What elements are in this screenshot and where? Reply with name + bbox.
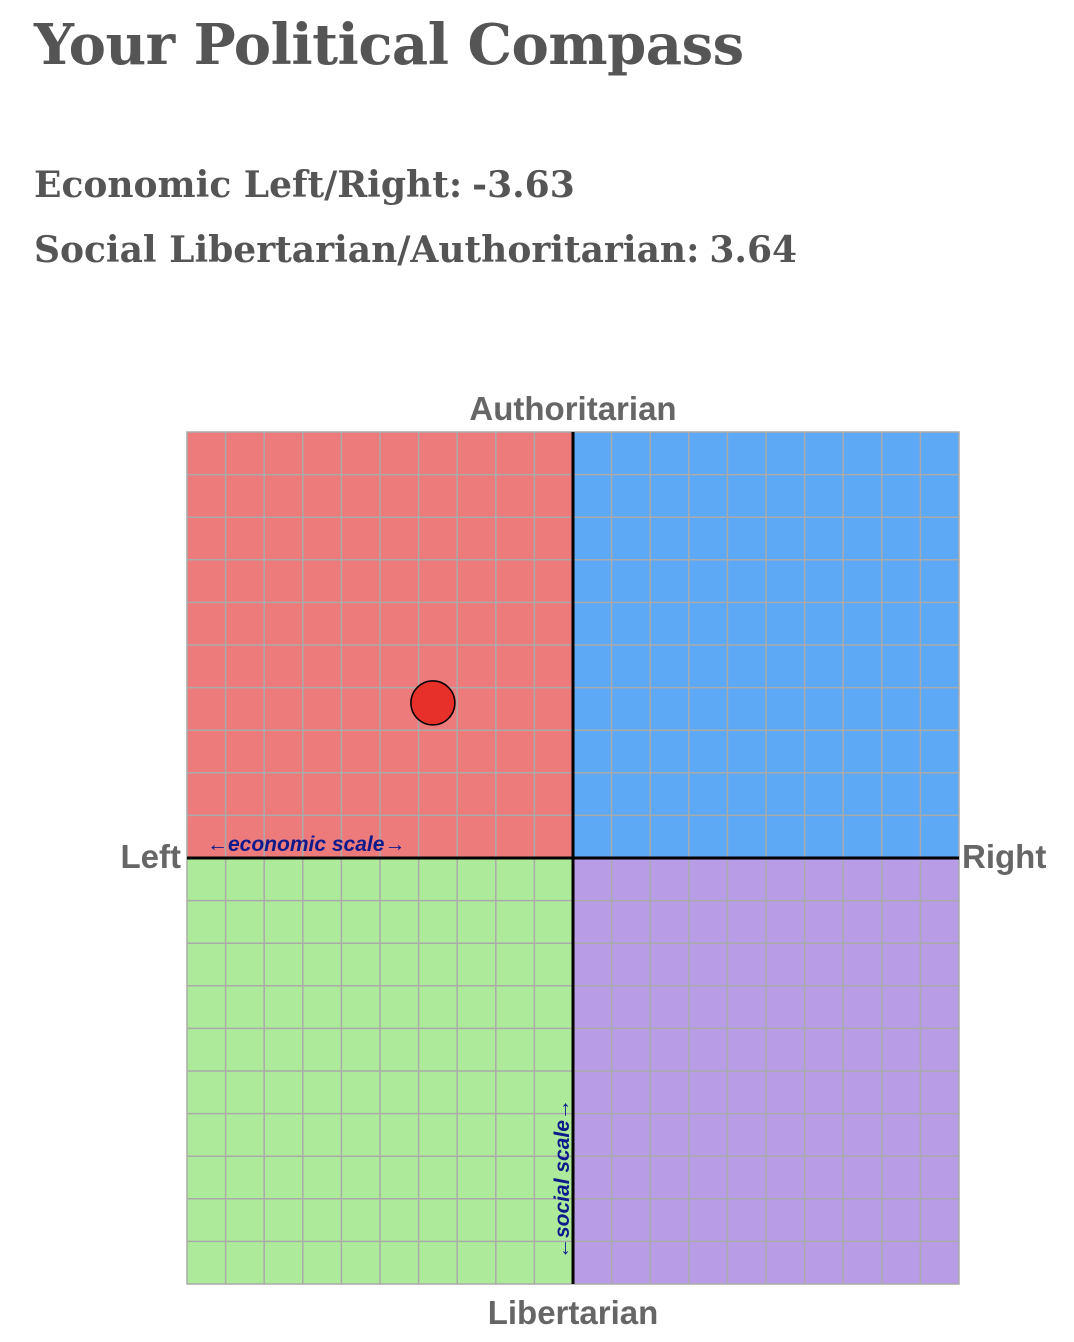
axis-label-right: Right — [962, 838, 1046, 875]
page-title: Your Political Compass — [34, 12, 744, 78]
social-scale-note: ←social scale→ — [551, 1099, 574, 1259]
axis-label-left: Left — [121, 838, 182, 875]
axis-label-authoritarian: Authoritarian — [469, 390, 676, 427]
axis-label-libertarian: Libertarian — [488, 1294, 659, 1331]
score-point-marker — [410, 680, 456, 726]
economic-scale-note: ←economic scale→ — [207, 833, 405, 856]
social-score-label: Social Libertarian/Authoritarian: — [34, 229, 700, 271]
social-score-value: 3.64 — [709, 229, 798, 271]
economic-score-value: -3.63 — [472, 164, 575, 206]
economic-score-label: Economic Left/Right: — [34, 164, 463, 206]
social-score: Social Libertarian/Authoritarian: 3.64 — [34, 229, 797, 271]
economic-score: Economic Left/Right: -3.63 — [34, 164, 575, 206]
